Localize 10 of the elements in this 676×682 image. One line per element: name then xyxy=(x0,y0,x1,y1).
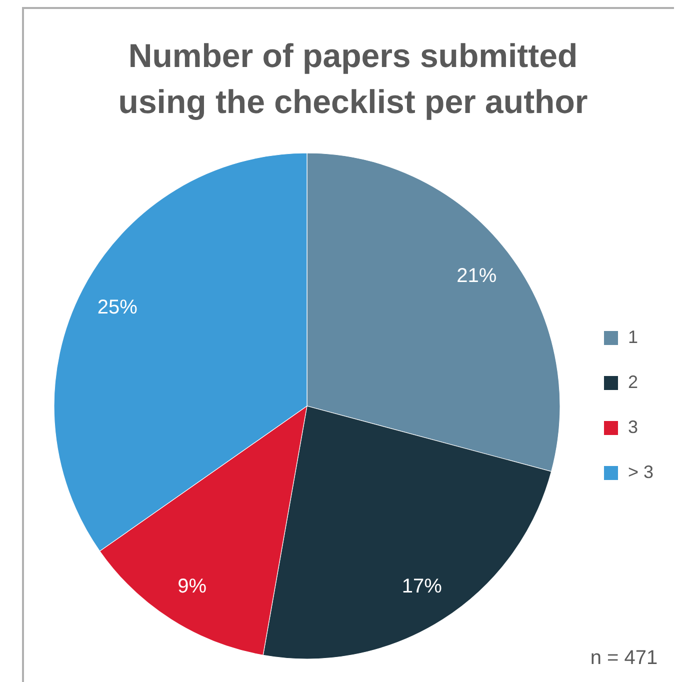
legend-label: 1 xyxy=(628,327,638,347)
legend-label: > 3 xyxy=(628,462,654,482)
text: n = 471 xyxy=(590,647,658,669)
data-label: 25% xyxy=(97,296,138,318)
legend-label: 3 xyxy=(628,417,638,437)
legend-label: 2 xyxy=(628,372,638,392)
data-label: 17% xyxy=(402,575,442,598)
data-label: 21% xyxy=(456,264,497,287)
data-label: 9% xyxy=(178,575,207,598)
chart-title: Number of papers submitted using the checklist per author xyxy=(118,36,588,120)
